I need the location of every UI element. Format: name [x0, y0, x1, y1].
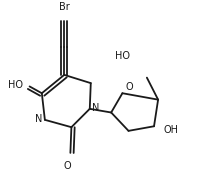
Text: O: O	[125, 82, 133, 92]
Text: N: N	[92, 103, 99, 113]
Text: HO: HO	[8, 80, 23, 90]
Text: OH: OH	[163, 125, 178, 135]
Text: HO: HO	[115, 51, 130, 61]
Text: O: O	[63, 161, 71, 171]
Text: Br: Br	[59, 2, 70, 12]
Text: N: N	[35, 114, 43, 124]
